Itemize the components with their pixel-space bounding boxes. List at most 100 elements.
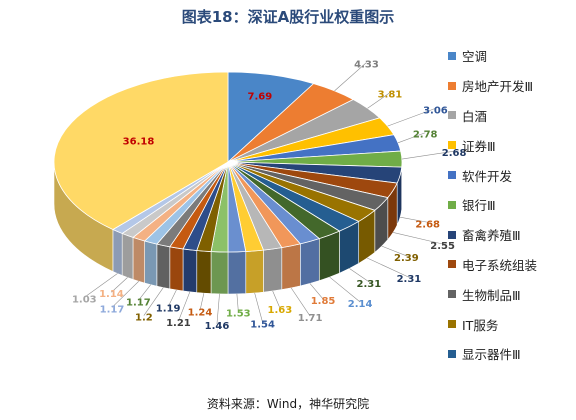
pie-slices — [53, 71, 403, 253]
legend-label: 银行Ⅲ — [462, 198, 496, 214]
legend-swatch — [448, 320, 456, 329]
data-label-17: 1.46 — [205, 321, 230, 332]
leader-line-9 — [367, 257, 410, 278]
legend-item-4: 软件开发 — [448, 160, 573, 190]
legend-swatch — [448, 141, 456, 150]
data-label-2: 3.81 — [378, 90, 403, 101]
legend-item-8: 生物制品Ⅲ — [448, 279, 573, 309]
legend-swatch — [448, 290, 456, 299]
pie-side-21 — [156, 243, 171, 290]
leader-line-16 — [236, 293, 239, 312]
leader-line-13 — [290, 287, 311, 317]
legend-swatch — [448, 111, 456, 120]
data-label-15: 1.54 — [250, 320, 275, 331]
legend-label: 畜禽养殖Ⅲ — [462, 228, 521, 244]
legend-item-3: 证券Ⅲ — [448, 130, 573, 160]
data-label-4: 2.78 — [413, 130, 438, 141]
label-leader-lines — [84, 62, 455, 324]
leader-line-3 — [387, 108, 436, 127]
pie-side-13 — [281, 243, 301, 290]
leader-line-1 — [334, 62, 367, 92]
leader-line-22 — [138, 284, 151, 301]
pie-side-22 — [144, 240, 158, 287]
data-label-5: 2.68 — [442, 148, 467, 159]
data-label-25: 1.03 — [72, 294, 97, 305]
pie-sides — [53, 161, 403, 295]
leader-line-19 — [178, 291, 191, 322]
legend-item-6: 畜禽养殖Ⅲ — [448, 220, 573, 250]
data-label-13: 1.71 — [298, 313, 323, 324]
leader-line-17 — [216, 293, 220, 324]
leader-line-8 — [381, 245, 407, 257]
pie-slice-0 — [227, 71, 315, 163]
pie-side-14 — [263, 247, 283, 293]
legend-swatch — [448, 51, 456, 60]
legend-item-0: 空调 — [448, 41, 573, 71]
legend-item-9: IT服务 — [448, 309, 573, 339]
data-label-24: 1.14 — [99, 289, 124, 300]
legend-label: IT服务 — [462, 317, 499, 333]
legend-label: 房地产开发Ⅲ — [462, 79, 534, 95]
pie-side-17 — [210, 251, 229, 295]
data-label-3: 3.06 — [423, 105, 448, 116]
data-label-10: 2.31 — [357, 279, 382, 290]
legend-label: 生物制品Ⅲ — [462, 287, 521, 303]
data-label-9: 2.31 — [397, 274, 422, 285]
leader-line-25 — [84, 273, 118, 298]
legend-swatch — [448, 260, 456, 269]
legend-swatch — [448, 171, 456, 180]
data-label-16: 1.53 — [226, 308, 251, 319]
legend-label: 白酒 — [462, 108, 488, 124]
leader-line-5 — [401, 150, 455, 160]
pie-side-11 — [318, 230, 340, 282]
leader-line-21 — [143, 287, 164, 316]
leader-line-23 — [111, 281, 139, 308]
legend-swatch — [448, 200, 456, 209]
legend-item-7: 电子系统组装 — [448, 250, 573, 280]
leader-line-18 — [199, 293, 205, 311]
pie-slice-26 — [53, 71, 229, 230]
data-label-12: 1.85 — [311, 296, 336, 307]
legend-label: 电子系统组装 — [462, 257, 538, 273]
data-label-1: 4.33 — [354, 59, 379, 70]
leader-line-2 — [367, 92, 391, 109]
legend-swatch — [448, 230, 456, 239]
legend-item-2: 白酒 — [448, 101, 573, 131]
legend-swatch — [448, 349, 456, 358]
leader-line-7 — [393, 232, 443, 245]
legend-item-10: 显示器件Ⅲ — [448, 339, 573, 369]
data-label-26: 36.18 — [123, 136, 155, 147]
pie-side-18 — [196, 250, 212, 294]
data-label-6: 2.68 — [415, 219, 440, 230]
pie-side-25 — [112, 229, 123, 276]
pie-side-15 — [245, 249, 264, 294]
legend-swatch — [448, 81, 456, 90]
legend-label: 软件开发 — [462, 168, 513, 184]
data-label-19: 1.21 — [166, 318, 191, 329]
legend: 空调房地产开发Ⅲ 白酒证券Ⅲ 软件开发银行Ⅲ 畜禽养殖Ⅲ 电子系统组装 生物制品Ⅲ IT服务… — [448, 41, 573, 369]
pie-side-20 — [169, 246, 184, 292]
pie-side-24 — [121, 232, 134, 280]
legend-label: 证券Ⅲ — [462, 138, 496, 154]
leader-line-6 — [400, 216, 428, 223]
data-label-11: 2.14 — [348, 299, 373, 310]
leader-line-11 — [329, 276, 361, 303]
leader-line-20 — [167, 289, 177, 307]
leader-line-10 — [349, 268, 370, 283]
source-note: 资料来源：Wind，神华研究院 — [206, 397, 370, 411]
pie-side-19 — [182, 248, 198, 293]
leader-line-4 — [397, 132, 426, 144]
data-label-8: 2.39 — [394, 253, 419, 264]
data-label-22: 1.17 — [126, 298, 151, 309]
legend-item-1: 房地产开发Ⅲ — [448, 71, 573, 101]
leader-line-14 — [272, 290, 281, 309]
data-label-21: 1.2 — [135, 313, 153, 324]
leader-line-24 — [111, 277, 128, 293]
pie-side-16 — [227, 251, 247, 295]
data-label-20: 1.19 — [156, 304, 181, 315]
data-label-23: 1.17 — [100, 304, 125, 315]
legend-label: 空调 — [462, 49, 488, 65]
data-labels: 7.69 4.33 3.81 3.06 2.78 2.68 2.68 2.55 2.39 2.31… — [72, 59, 466, 331]
legend-label: 显示器件Ⅲ — [462, 347, 521, 363]
